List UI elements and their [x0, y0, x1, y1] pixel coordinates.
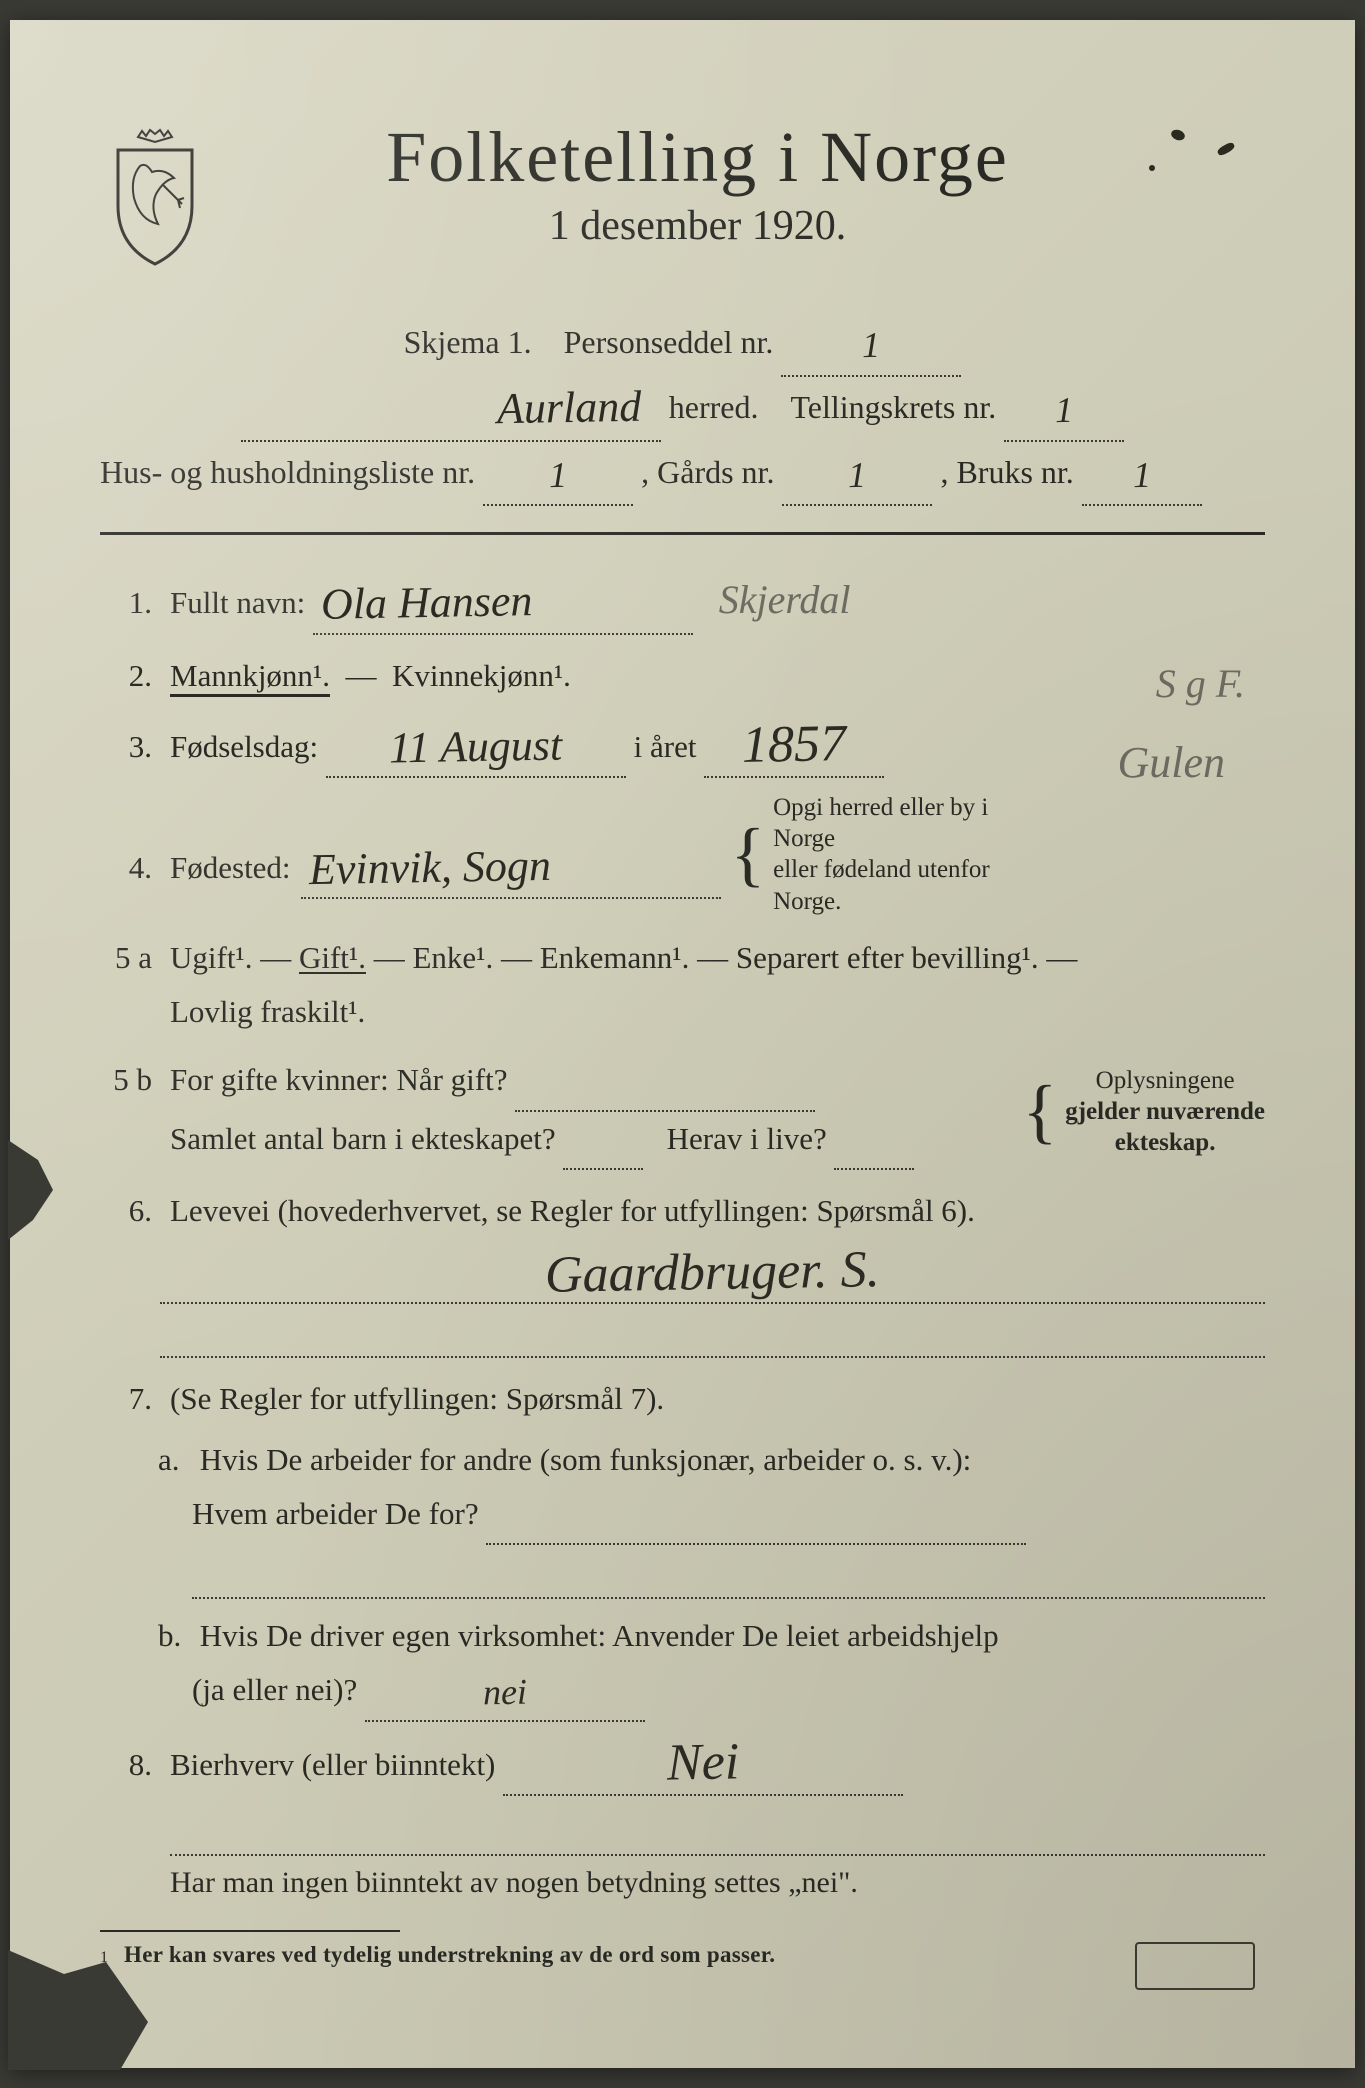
- paper-tear: [8, 1950, 148, 2070]
- q7-label: (Se Regler for utfyllingen: Spørsmål 7).: [170, 1372, 1265, 1426]
- section-divider: [100, 532, 1265, 535]
- gards-label: , Gårds nr.: [641, 442, 774, 503]
- q1-pencil: Skjerdal: [719, 577, 851, 622]
- footnote: 1 Her kan svares ved tydelig understrekn…: [100, 1942, 1265, 1968]
- q6: 6. Levevei (hovederhvervet, se Regler fo…: [100, 1184, 1265, 1359]
- q5b-alive-value: [834, 1112, 914, 1170]
- q5b-alive-label: Herav i live?: [667, 1121, 827, 1156]
- q8-value: Nei: [503, 1736, 903, 1796]
- printer-stamp: [1135, 1942, 1255, 1990]
- footnote-rule: [100, 1930, 400, 1932]
- gards-nr: 1: [782, 442, 932, 507]
- herred-label: herred.: [669, 377, 759, 438]
- q7b-text2: (ja eller nei)?: [192, 1672, 357, 1707]
- q5b-children-label: Samlet antal barn i ekteskapet?: [170, 1121, 556, 1156]
- q1: 1. Fullt navn: Ola Hansen Skjerdal: [100, 565, 1265, 635]
- q2-mann: Mannkjønn¹.: [170, 658, 330, 697]
- husliste-label: Hus- og husholdningsliste nr.: [100, 442, 475, 503]
- q4-label: Fødested:: [170, 841, 291, 895]
- q1-label: Fullt navn:: [170, 585, 305, 620]
- bruks-nr: 1: [1082, 442, 1202, 507]
- q5b-note: { Oplysningene gjelder nuværende ekteska…: [1023, 1065, 1265, 1159]
- husliste-nr: 1: [483, 442, 633, 507]
- q8-blank: [170, 1810, 1265, 1856]
- q5a-opt0: Ugift¹.: [170, 940, 252, 975]
- q3-mid: i året: [634, 729, 697, 764]
- personseddel-label: Personseddel nr.: [564, 312, 774, 373]
- q5a-line2: Lovlig fraskilt¹.: [170, 994, 365, 1029]
- q4: 4. Fødested: Evinvik, Sogn { Opgi herred…: [100, 792, 1265, 917]
- q5a-opt3: Enkemann¹.: [540, 940, 690, 975]
- q2: 2. Mannkjønn¹. — Kvinnekjønn¹. S g F.: [100, 649, 1265, 703]
- questions: 1. Fullt navn: Ola Hansen Skjerdal 2. Ma…: [100, 565, 1265, 1900]
- meta-block: Skjema 1. Personseddel nr. 1 Aurland her…: [100, 312, 1265, 506]
- q2-kvinne: Kvinnekjønn¹.: [392, 658, 571, 693]
- q3-pencil: Gulen: [1117, 724, 1225, 801]
- q7b-text1: Hvis De driver egen virksomhet: Anvender…: [200, 1618, 999, 1653]
- q1-value: Ola Hansen: [313, 576, 693, 634]
- q2-margin-note: S g F.: [1156, 649, 1245, 719]
- q7a-text1: Hvis De arbeider for andre (som funksjon…: [200, 1442, 972, 1477]
- q6-blank-line: [160, 1312, 1265, 1358]
- coat-of-arms-icon: [100, 128, 210, 268]
- q4-note: { Opgi herred eller by i Norge eller fød…: [731, 792, 1054, 917]
- q5a: 5 a Ugift¹. — Gift¹. — Enke¹. — Enkemann…: [100, 931, 1265, 1040]
- q3-day: 11 August: [326, 720, 626, 778]
- tellingskrets-label: Tellingskrets nr.: [790, 377, 996, 438]
- q5b-when-label: Når gift?: [396, 1062, 507, 1097]
- q7a-blank: [192, 1553, 1265, 1599]
- q5b-children-value: [563, 1112, 643, 1170]
- q5a-opt4: Separert efter bevilling¹.: [736, 940, 1039, 975]
- header: Folketelling i Norge 1 desember 1920.: [100, 120, 1265, 268]
- q6-value: Gaardbruger. S.: [160, 1246, 1265, 1304]
- q7b: b. Hvis De driver egen virksomhet: Anven…: [158, 1609, 1265, 1722]
- q3: 3. Fødselsdag: 11 August i året 1857 Gul…: [100, 718, 1265, 778]
- bruks-label: , Bruks nr.: [940, 442, 1073, 503]
- census-form-page: Folketelling i Norge 1 desember 1920. Sk…: [10, 20, 1355, 2068]
- paper-tear: [8, 1140, 58, 1240]
- herred-value: Aurland: [241, 377, 661, 442]
- q5b-label: For gifte kvinner:: [170, 1062, 389, 1097]
- q3-label: Fødselsdag:: [170, 729, 318, 764]
- q6-label: Levevei (hovederhvervet, se Regler for u…: [170, 1184, 1265, 1238]
- q5b-when-value: [515, 1053, 815, 1111]
- q7a-text2: Hvem arbeider De for?: [192, 1496, 479, 1531]
- q7a: a. Hvis De arbeider for andre (som funks…: [158, 1433, 1265, 1600]
- q7: 7. (Se Regler for utfyllingen: Spørsmål …: [100, 1372, 1265, 1721]
- q4-value: Evinvik, Sogn: [301, 841, 721, 899]
- tail-note: Har man ingen biinntekt av nogen betydni…: [170, 1866, 1265, 1900]
- q5b: 5 b For gifte kvinner: Når gift? Samlet …: [100, 1053, 1265, 1170]
- q7a-value: [486, 1487, 1026, 1545]
- subtitle: 1 desember 1920.: [240, 202, 1155, 250]
- q8: 8. Bierhverv (eller biinntekt) Nei: [100, 1736, 1265, 1796]
- q5a-opt2: Enke¹.: [412, 940, 493, 975]
- main-title: Folketelling i Norge: [240, 120, 1155, 196]
- q3-year: 1857: [704, 718, 884, 778]
- ink-speck: [1149, 165, 1155, 171]
- q8-label: Bierhverv (eller biinntekt): [170, 1747, 495, 1782]
- schema-label: Skjema 1.: [404, 312, 532, 373]
- q7b-value: nei: [365, 1663, 645, 1721]
- q5a-opt1: Gift¹.: [299, 940, 366, 975]
- tellingskrets-nr: 1: [1004, 377, 1124, 442]
- personseddel-nr: 1: [781, 312, 961, 377]
